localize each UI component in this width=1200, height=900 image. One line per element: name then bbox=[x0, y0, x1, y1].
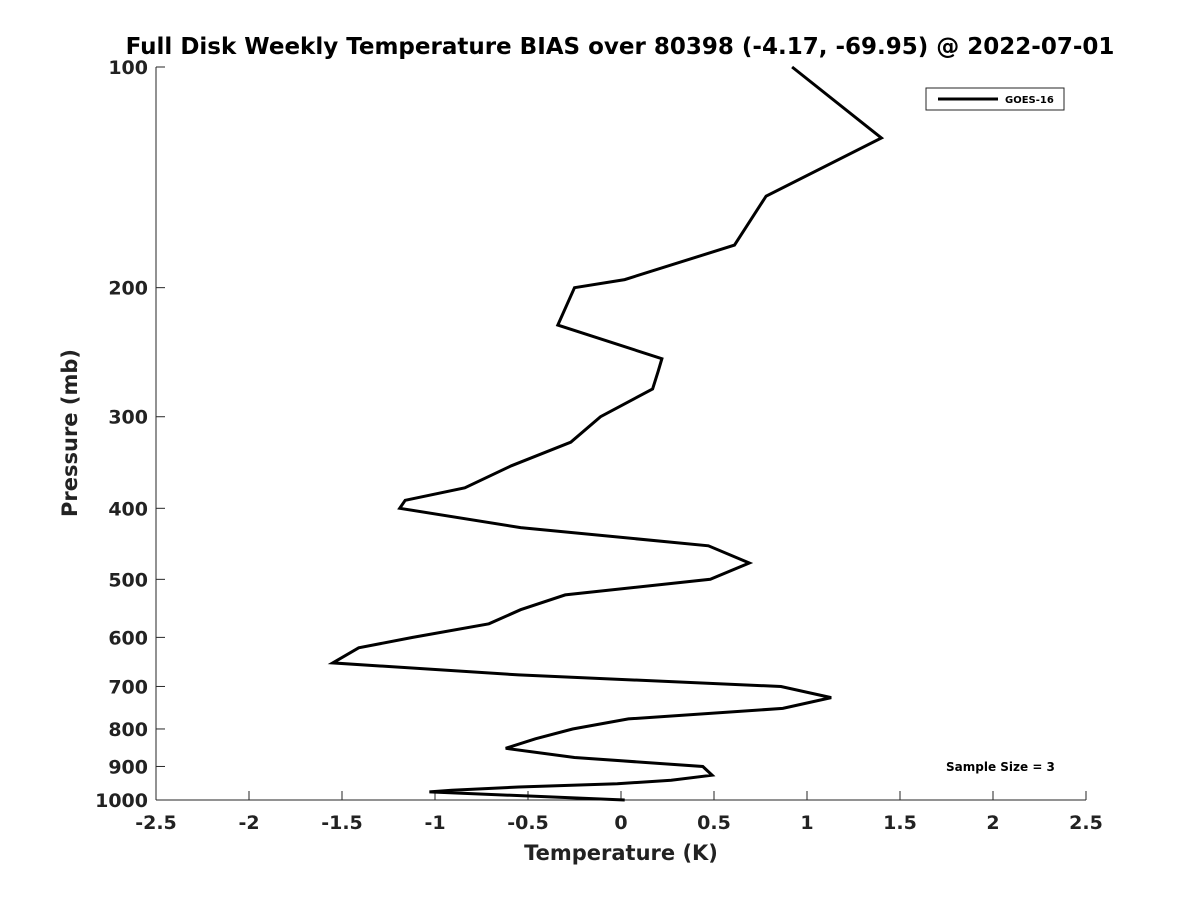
y-axis-ticks: 100 200 300 400 500 600 700 800 900 1000 bbox=[95, 57, 165, 812]
y-tick-label: 700 bbox=[108, 676, 148, 698]
x-tick-label: -1 bbox=[424, 812, 445, 834]
series-line-goes-16 bbox=[327, 65, 885, 802]
y-tick-label: 600 bbox=[108, 627, 148, 649]
x-axis-ticks: -2.5 -2 -1.5 -1 -0.5 0 0.5 1 1.5 2 2.5 bbox=[135, 791, 1103, 834]
y-tick-label: 400 bbox=[108, 498, 148, 520]
x-tick-label: 0.5 bbox=[697, 812, 731, 834]
series-group bbox=[327, 65, 885, 802]
y-tick-label: 300 bbox=[108, 407, 148, 429]
x-tick-label: -2.5 bbox=[135, 812, 177, 834]
y-axis-label: Pressure (mb) bbox=[58, 349, 82, 517]
legend-label-goes-16: GOES-16 bbox=[1005, 95, 1054, 106]
x-tick-label: -1.5 bbox=[321, 812, 363, 834]
y-tick-label: 1000 bbox=[95, 790, 148, 812]
y-tick-label: 200 bbox=[108, 278, 148, 300]
chart-title: Full Disk Weekly Temperature BIAS over 8… bbox=[126, 34, 1115, 60]
x-tick-label: -2 bbox=[238, 812, 259, 834]
y-tick-label: 100 bbox=[108, 57, 148, 79]
x-tick-label: 2 bbox=[986, 812, 999, 834]
x-tick-label: 1 bbox=[800, 812, 813, 834]
plot-area bbox=[156, 67, 1086, 800]
legend: GOES-16 bbox=[925, 87, 1065, 111]
x-axis-label: Temperature (K) bbox=[524, 841, 718, 865]
x-tick-label: 2.5 bbox=[1069, 812, 1103, 834]
y-tick-label: 800 bbox=[108, 719, 148, 741]
x-tick-label: 1.5 bbox=[883, 812, 917, 834]
x-tick-label: 0 bbox=[614, 812, 627, 834]
y-tick-label: 900 bbox=[108, 756, 148, 778]
y-tick-label: 500 bbox=[108, 569, 148, 591]
x-tick-label: -0.5 bbox=[507, 812, 549, 834]
sample-size-annotation: Sample Size = 3 bbox=[946, 760, 1055, 774]
